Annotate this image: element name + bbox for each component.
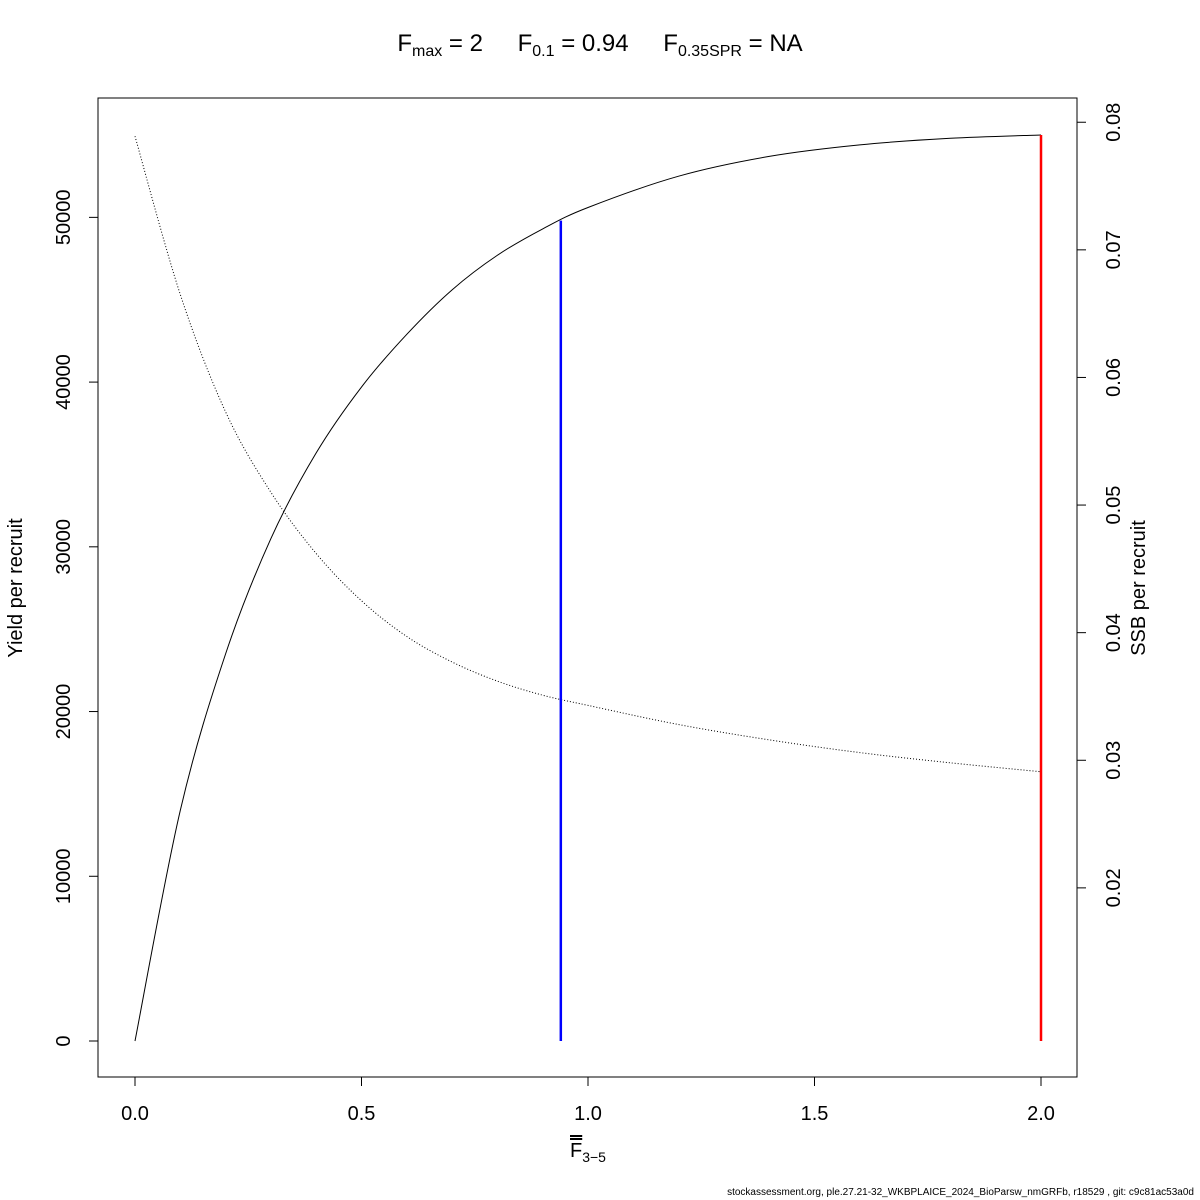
- x-tick-label: 2.0: [1027, 1103, 1055, 1125]
- x-axis-label: F3−5: [570, 1140, 606, 1165]
- x-tick-label: 1.5: [801, 1103, 829, 1125]
- footer-credit: stockassessment.org, ple.27.21-32_WKBPLA…: [727, 1187, 1194, 1198]
- x-tick-label: 1.0: [574, 1103, 602, 1125]
- reference-lines: [559, 135, 1043, 1041]
- y2-axis: 0.02 0.03 0.04 0.05 0.06 0.07 0.08: [1076, 103, 1125, 907]
- ssb-per-recruit-curve: [134, 136, 1042, 773]
- y-tick-label: 50000: [53, 190, 75, 246]
- y2-axis-label: SSB per recruit: [1128, 520, 1150, 656]
- y-tick-label: 0: [53, 1035, 75, 1046]
- y-tick-label: 10000: [53, 848, 75, 904]
- x-tick-label: 0.0: [121, 1103, 149, 1125]
- series-layer: [134, 134, 1042, 1042]
- x-tick-label: 0.5: [348, 1103, 376, 1125]
- x-axis: 0.0 0.5 1.0 1.5 2.0: [121, 1076, 1055, 1125]
- fspr-label: F0.35SPR = NA: [663, 30, 803, 60]
- y2-tick-label: 0.03: [1103, 741, 1125, 780]
- y2-tick-label: 0.07: [1103, 230, 1125, 269]
- y-tick-label: 30000: [53, 519, 75, 575]
- y-axis-label: Yield per recruit: [5, 518, 27, 658]
- y2-tick-label: 0.04: [1103, 613, 1125, 652]
- yield-per-recruit-curve: [134, 134, 1042, 1042]
- chart-title: Fmax = 2 F0.1 = 0.94 F0.35SPR = NA: [0, 30, 1200, 61]
- fmax-label: Fmax = 2: [397, 30, 483, 60]
- y-tick-label: 40000: [53, 354, 75, 410]
- y2-tick-label: 0.06: [1103, 358, 1125, 397]
- y2-tick-label: 0.05: [1103, 486, 1125, 525]
- plot-frame: [97, 97, 1078, 1078]
- y-tick-label: 20000: [53, 684, 75, 740]
- y2-tick-label: 0.02: [1103, 868, 1125, 907]
- f01-label: F0.1 = 0.94: [517, 30, 629, 60]
- y2-tick-label: 0.08: [1103, 103, 1125, 142]
- y-axis: 0 10000 20000 30000 40000 50000: [53, 190, 99, 1047]
